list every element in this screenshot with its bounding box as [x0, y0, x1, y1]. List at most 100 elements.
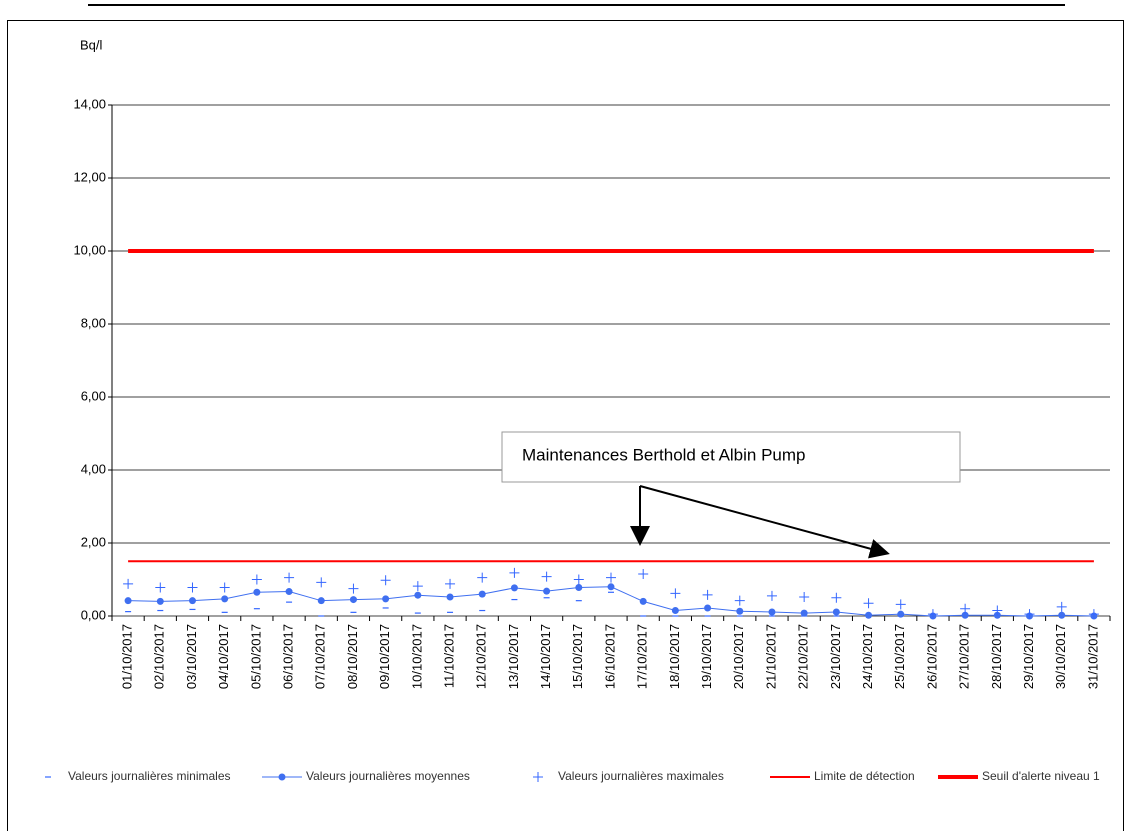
x-tick-label: 27/10/2017 — [957, 624, 972, 689]
mean-marker — [124, 597, 132, 605]
x-tick-label: 09/10/2017 — [377, 624, 392, 689]
mean-marker — [671, 607, 679, 615]
mean-marker — [221, 595, 229, 603]
x-tick-label: 08/10/2017 — [345, 624, 360, 689]
x-tick-label: 03/10/2017 — [184, 624, 199, 689]
mean-marker — [704, 604, 712, 612]
max-marker — [541, 571, 552, 582]
mean-marker — [446, 593, 454, 601]
legend-label: Valeurs journalières maximales — [558, 769, 724, 783]
annotation-arrow — [639, 485, 890, 559]
max-marker — [606, 572, 616, 583]
mean-marker — [575, 584, 583, 592]
max-marker — [155, 582, 166, 593]
mean-marker — [253, 588, 261, 596]
x-tick-label: 02/10/2017 — [152, 624, 167, 689]
max-marker — [895, 599, 906, 610]
y-axis-label: Bq/l — [80, 37, 103, 52]
legend-label: Valeurs journalières minimales — [68, 769, 231, 783]
x-tick-label: 18/10/2017 — [667, 624, 682, 689]
max-marker — [734, 595, 745, 606]
max-marker — [766, 590, 777, 601]
x-tick-label: 12/10/2017 — [474, 624, 489, 689]
x-tick-label: 04/10/2017 — [216, 624, 231, 689]
series-line — [128, 586, 1094, 617]
x-tick-label: 13/10/2017 — [506, 624, 521, 689]
x-tick-label: 17/10/2017 — [635, 624, 650, 689]
legend-marker — [533, 772, 543, 782]
mean-marker — [156, 597, 164, 605]
mean-marker — [478, 590, 486, 598]
max-marker — [638, 569, 649, 580]
x-tick-label: 06/10/2017 — [281, 624, 296, 689]
x-tick-label: 23/10/2017 — [828, 624, 843, 689]
mean-marker — [317, 597, 325, 605]
mean-marker — [736, 607, 744, 615]
max-marker — [799, 592, 810, 603]
max-marker — [412, 581, 423, 592]
y-tick-label: 10,00 — [73, 242, 106, 257]
annotation-box — [501, 431, 961, 483]
x-tick-label: 31/10/2017 — [1085, 624, 1100, 689]
max-marker — [219, 582, 230, 593]
mean-marker — [414, 591, 422, 599]
max-marker — [992, 605, 1003, 616]
y-tick-label: 0,00 — [81, 607, 106, 622]
x-tick-label: 01/10/2017 — [120, 624, 135, 689]
mean-marker — [800, 609, 808, 617]
max-marker — [380, 575, 391, 586]
mean-marker — [832, 608, 840, 616]
mean-marker — [768, 608, 776, 616]
annotation-text: Maintenances Berthold et Albin Pump — [522, 445, 806, 464]
x-tick-label: 20/10/2017 — [731, 624, 746, 689]
max-marker — [1056, 601, 1067, 612]
max-marker — [316, 577, 327, 588]
x-tick-label: 16/10/2017 — [602, 624, 617, 689]
legend-label: Valeurs journalières moyennes — [306, 769, 470, 783]
max-marker — [477, 572, 488, 583]
max-marker — [348, 583, 359, 594]
legend-marker — [278, 773, 286, 781]
x-tick-label: 19/10/2017 — [699, 624, 714, 689]
mean-marker — [188, 597, 196, 605]
max-marker — [1088, 609, 1099, 620]
legend-label: Limite de détection — [814, 769, 915, 783]
mean-marker — [510, 584, 518, 592]
y-tick-label: 4,00 — [81, 461, 106, 476]
mean-marker — [639, 597, 647, 605]
max-marker — [927, 609, 938, 620]
mean-marker — [961, 611, 969, 619]
max-marker — [960, 603, 971, 614]
max-marker — [1024, 609, 1035, 620]
x-tick-label: 07/10/2017 — [313, 624, 328, 689]
x-tick-label: 30/10/2017 — [1053, 624, 1068, 689]
x-tick-label: 22/10/2017 — [796, 624, 811, 689]
x-tick-label: 15/10/2017 — [570, 624, 585, 689]
mean-marker — [1058, 611, 1066, 619]
y-tick-label: 6,00 — [81, 388, 106, 403]
x-tick-label: 29/10/2017 — [1021, 624, 1036, 689]
mean-marker — [349, 596, 357, 604]
max-marker — [573, 574, 584, 585]
x-tick-label: 05/10/2017 — [248, 624, 263, 689]
x-tick-label: 25/10/2017 — [892, 624, 907, 689]
max-marker — [509, 567, 520, 578]
max-marker — [284, 572, 295, 583]
mean-marker — [382, 595, 390, 603]
y-tick-label: 14,00 — [73, 96, 106, 111]
mean-marker — [543, 587, 551, 595]
max-marker — [187, 582, 198, 593]
max-marker — [863, 598, 874, 609]
x-tick-label: 11/10/2017 — [441, 624, 456, 688]
max-marker — [445, 578, 456, 589]
mean-marker — [865, 611, 873, 619]
x-tick-label: 10/10/2017 — [409, 624, 424, 689]
x-tick-label: 21/10/2017 — [763, 624, 778, 689]
mean-marker — [285, 588, 293, 596]
max-marker — [670, 588, 681, 599]
chart-frame — [7, 20, 1124, 831]
mean-marker — [897, 610, 905, 618]
legend-label: Seuil d'alerte niveau 1 — [982, 769, 1100, 783]
